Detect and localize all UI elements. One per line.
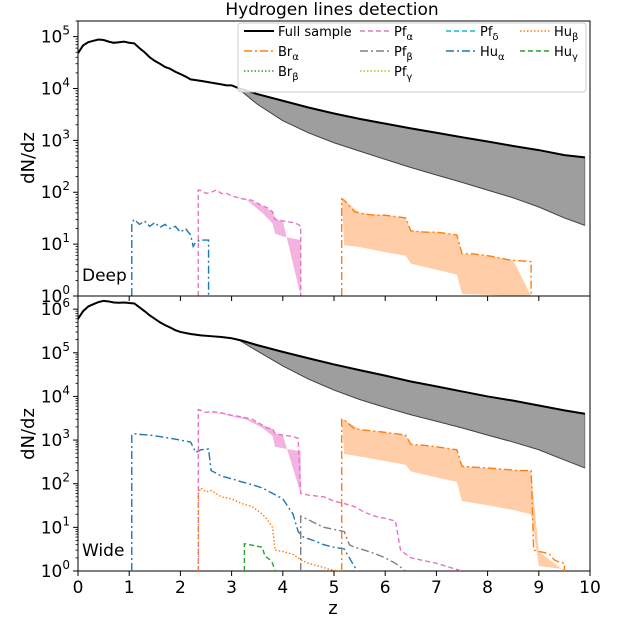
y-axis-label-deep: dN/dz [18, 132, 39, 184]
series-line-pfb [300, 515, 407, 571]
x-axis-label: z [328, 598, 337, 619]
panel-wide: 100 101 102 103 104 105 106 0 1 2 3 4 5 6 7 8 9 10 [41, 295, 601, 598]
y-tick-label: 102 [41, 471, 70, 495]
series-line-bra [340, 418, 566, 571]
band-lower-full [236, 338, 586, 469]
y-tick-label: 103 [41, 127, 70, 151]
legend-label-pfg: Pfγ [394, 65, 412, 83]
y-tick-label: 103 [41, 427, 70, 451]
series-line-hug [243, 542, 276, 571]
series-line-pfa [197, 189, 302, 296]
y-axis-label-wide: dN/dz [18, 408, 39, 460]
series-line-pfa [197, 408, 463, 571]
plot-area-1 [78, 299, 586, 571]
y-tick-label: 100 [41, 283, 70, 307]
x-tick-label: 4 [277, 578, 288, 598]
x-tick-label: 7 [431, 578, 442, 598]
y-tick-label: 104 [41, 75, 70, 99]
legend-label-hub: Huβ [554, 25, 578, 43]
legend-label-pfd: Pfδ [480, 25, 499, 43]
panel-deep: 100 101 102 103 104 105 [41, 20, 591, 307]
x-tick-label: 1 [124, 578, 135, 598]
y-tick-label: 105 [41, 340, 70, 364]
y-tick-label: 106 [41, 296, 70, 320]
y-tick-label: 105 [41, 24, 70, 48]
band-lower-full [236, 87, 586, 226]
band-bra [341, 198, 532, 296]
series-line-hua [131, 432, 358, 571]
legend-label-pfa: Pfα [394, 25, 413, 43]
series-line-hua [131, 218, 210, 296]
x-tick-label: 10 [579, 578, 601, 598]
x-tick-label: 5 [329, 578, 340, 598]
x-tick-label: 2 [175, 578, 186, 598]
legend-label-pfb: Pfβ [394, 45, 413, 63]
x-tick-label: 0 [73, 578, 84, 598]
y-tick-label: 101 [41, 514, 70, 538]
figure-title: Hydrogen lines detection [225, 0, 438, 20]
legend-label-hug: Huγ [554, 45, 578, 63]
series-line-hub [197, 486, 340, 571]
y-tick-label: 102 [41, 179, 70, 203]
legend-box [237, 22, 587, 93]
x-tick-label: 6 [380, 578, 391, 598]
band-pfa [198, 190, 301, 296]
series-line-bra [340, 197, 532, 296]
legend-label-full: Full sample [278, 25, 352, 40]
legend-label-bra: Brα [278, 45, 299, 63]
panel-label-deep: Deep [82, 266, 127, 286]
x-tick-label: 9 [533, 578, 544, 598]
y-tick-label: 101 [41, 231, 70, 255]
legend-label-brb: Brβ [278, 65, 299, 83]
band-pfa [198, 409, 301, 494]
band-bra [341, 419, 565, 571]
panel-label-wide: Wide [82, 541, 124, 561]
y-tick-label: 104 [41, 383, 70, 407]
legend-label-hua: Huα [480, 45, 505, 63]
legend: Full sample Brα Brβ Pfα Pfβ Pfγ Pfδ Huα Huβ Huγ [237, 22, 587, 93]
series-line-full [78, 38, 585, 159]
x-tick-label: 8 [482, 578, 493, 598]
x-tick-label: 3 [226, 578, 237, 598]
series-line-full [78, 299, 586, 415]
y-tick-label: 100 [41, 558, 70, 582]
plot-area-0 [78, 38, 586, 296]
